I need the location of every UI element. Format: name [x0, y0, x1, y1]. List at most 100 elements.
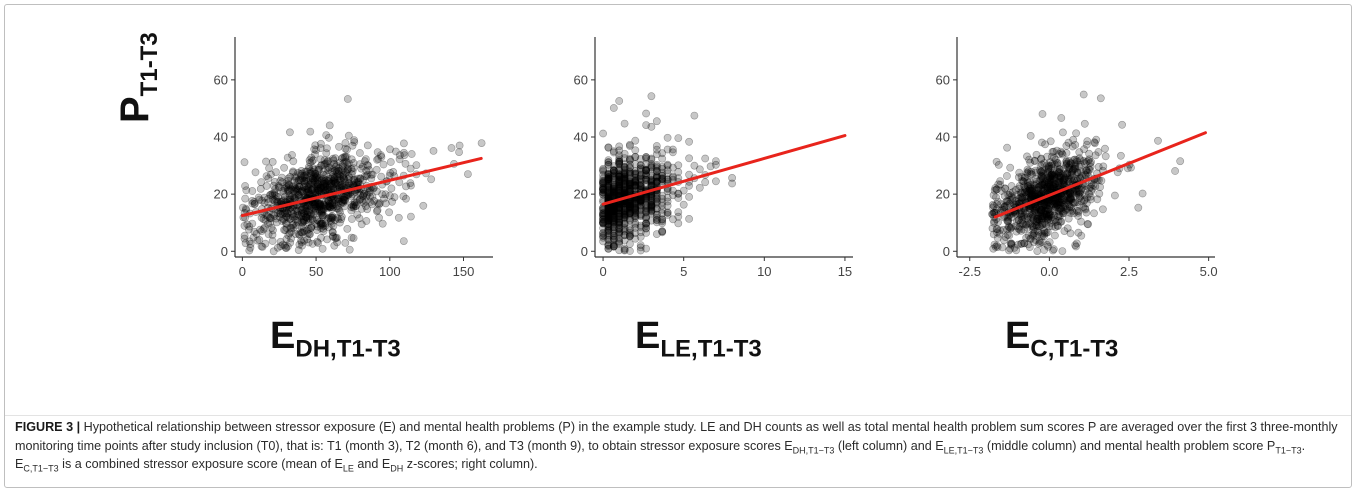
data-point	[324, 196, 333, 205]
data-point	[313, 222, 322, 231]
data-point	[1037, 200, 1046, 209]
data-point	[331, 216, 339, 224]
data-point	[658, 191, 667, 200]
data-point	[1041, 184, 1050, 193]
x-tick-label: 15	[838, 264, 852, 279]
data-point	[599, 233, 607, 242]
data-point	[354, 178, 363, 187]
data-point	[1046, 173, 1054, 182]
data-point	[674, 212, 683, 221]
data-point	[1044, 214, 1053, 223]
data-point	[1055, 165, 1064, 173]
data-point	[1056, 195, 1064, 204]
data-point	[319, 227, 328, 236]
data-point	[305, 211, 314, 220]
data-point	[349, 201, 358, 210]
data-point	[615, 204, 624, 213]
data-point	[304, 225, 313, 233]
data-point	[313, 237, 322, 246]
data-point	[1028, 222, 1037, 230]
data-point	[1060, 175, 1068, 184]
data-point	[658, 228, 667, 237]
data-point	[378, 219, 387, 228]
data-point	[620, 180, 629, 188]
data-point	[620, 227, 629, 236]
data-point	[647, 122, 656, 131]
data-point	[304, 182, 313, 191]
data-point	[1094, 148, 1103, 156]
data-point	[304, 187, 313, 196]
data-point	[319, 212, 327, 221]
data-point	[283, 209, 292, 217]
data-point	[599, 166, 607, 174]
data-point	[604, 208, 613, 217]
data-point	[353, 210, 362, 219]
data-point	[658, 198, 667, 207]
data-point	[289, 167, 297, 176]
data-point	[626, 171, 634, 180]
data-point	[1110, 191, 1119, 200]
data-point	[996, 226, 1004, 235]
data-point	[1077, 197, 1086, 206]
data-point	[1060, 164, 1068, 173]
data-point	[332, 168, 341, 176]
data-point	[1060, 227, 1069, 235]
data-point	[989, 203, 997, 212]
data-point	[295, 190, 303, 199]
data-point	[615, 177, 624, 186]
data-point	[609, 205, 618, 214]
data-point	[477, 139, 486, 147]
data-point	[273, 218, 281, 227]
data-point	[356, 191, 365, 199]
data-point	[381, 199, 390, 208]
data-point	[615, 239, 624, 248]
data-point	[1042, 201, 1051, 210]
data-point	[615, 172, 624, 181]
x-tick-label: -2.5	[959, 264, 981, 279]
data-point	[631, 201, 640, 210]
data-point	[283, 179, 292, 188]
data-point	[636, 206, 645, 215]
data-point	[288, 192, 297, 201]
data-point	[609, 242, 618, 251]
data-point	[336, 199, 345, 208]
data-point	[391, 147, 400, 156]
data-point	[1094, 162, 1103, 171]
data-point	[312, 146, 320, 154]
data-point	[1030, 181, 1039, 190]
data-point	[288, 205, 297, 214]
data-point	[304, 185, 313, 193]
data-point	[599, 209, 607, 218]
caption-segment: (left column) and E	[834, 438, 944, 453]
data-point	[298, 218, 307, 227]
data-point	[1064, 163, 1072, 171]
data-point	[1063, 224, 1072, 233]
data-point	[1067, 194, 1075, 203]
data-point	[324, 214, 332, 223]
data-point	[318, 219, 327, 228]
data-point	[282, 212, 291, 221]
data-point	[609, 240, 618, 249]
data-point	[620, 236, 629, 245]
data-point	[316, 202, 325, 210]
data-point	[338, 162, 347, 171]
data-point	[604, 213, 613, 221]
data-point	[1039, 181, 1048, 189]
data-point	[317, 139, 325, 148]
data-point	[631, 181, 640, 190]
data-point	[1034, 208, 1043, 217]
data-point	[374, 155, 383, 163]
data-point	[330, 167, 339, 175]
data-point	[327, 214, 336, 222]
data-point	[1059, 170, 1067, 178]
data-point	[1045, 238, 1054, 246]
data-point	[642, 228, 650, 237]
data-point	[365, 188, 374, 197]
data-point	[604, 187, 613, 195]
data-point	[332, 204, 341, 213]
data-point	[327, 214, 335, 222]
data-point	[626, 201, 634, 210]
data-point	[1062, 160, 1071, 168]
data-point	[1081, 205, 1090, 214]
data-point	[1039, 186, 1048, 195]
